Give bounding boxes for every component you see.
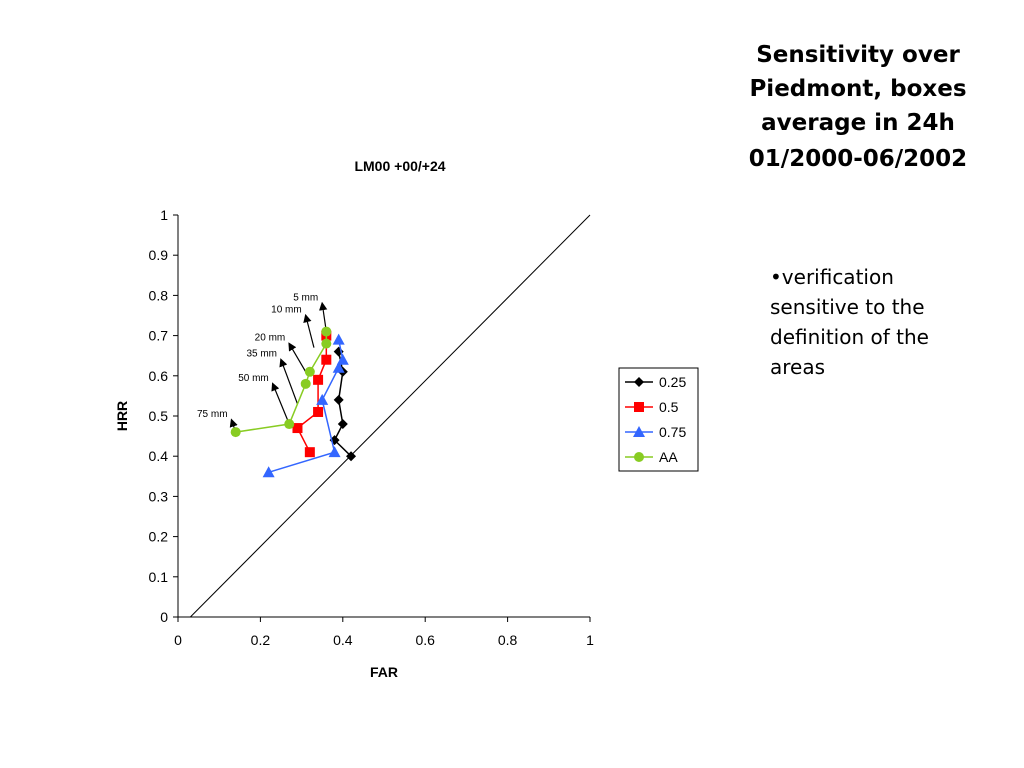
y-tick-label: 0.3 — [149, 488, 169, 504]
title-line-3: average in 24h — [761, 110, 955, 136]
data-point — [321, 338, 332, 349]
annotation-label: 75 mm — [197, 409, 228, 420]
annotation-arrow — [279, 358, 299, 405]
y-tick-label: 0.8 — [149, 287, 169, 303]
annotation-arrow — [271, 382, 290, 425]
legend-label: 0.75 — [659, 424, 686, 440]
data-point — [292, 423, 303, 434]
data-point — [284, 419, 295, 430]
data-point — [313, 406, 324, 417]
data-point — [230, 427, 241, 438]
annotation-arrow — [303, 313, 315, 348]
plot-area: 0 0.1 0.2 0.3 0.4 0.5 0.6 0.7 0.8 0.9 1 0 0.2 0.4 0.6 0… — [149, 207, 595, 648]
x-tick-label: 0 — [174, 632, 182, 648]
legend-marker — [634, 377, 644, 387]
annotation-label: 35 mm — [246, 349, 277, 360]
data-point — [262, 466, 275, 478]
reference-line — [190, 214, 591, 618]
x-tick-label: 0.8 — [498, 632, 518, 648]
data-point — [336, 353, 349, 365]
y-axis-label: HRR — [114, 401, 130, 431]
y-tick-label: 0.6 — [149, 368, 169, 384]
annotation-label: 50 mm — [238, 373, 269, 384]
y-tick-label: 0.2 — [149, 529, 169, 545]
y-tick-label: 0.7 — [149, 328, 169, 344]
legend: 0.25 0.5 0.75 AA — [618, 367, 699, 472]
annotation-label: 10 mm — [271, 305, 302, 316]
date-range: 01/2000-06/2002 — [748, 146, 968, 172]
y-tick-label: 0.9 — [149, 247, 169, 263]
data-point — [332, 333, 345, 345]
x-tick-label: 1 — [586, 632, 594, 648]
annotation-label: 20 mm — [255, 333, 286, 344]
title-line-1: Sensitivity over — [756, 42, 960, 68]
x-axis-label: FAR — [370, 664, 398, 680]
data-point — [321, 326, 332, 337]
data-point — [332, 361, 345, 373]
legend-box — [618, 367, 699, 472]
data-point — [321, 354, 332, 365]
data-point — [333, 394, 344, 405]
data-point — [337, 419, 348, 430]
x-tick-label: 0.2 — [251, 632, 271, 648]
data-point — [316, 393, 329, 405]
slide-title: Sensitivity over Piedmont, boxes average… — [720, 38, 996, 176]
y-tick-label: 0.5 — [149, 408, 169, 424]
legend-label: 0.5 — [659, 399, 679, 415]
x-tick-label: 0.6 — [415, 632, 435, 648]
data-point — [328, 446, 341, 458]
bullet-text: •verification sensitive to the definitio… — [770, 265, 929, 379]
y-tick-label: 1 — [160, 207, 168, 223]
legend-label: AA — [659, 449, 678, 465]
data-point — [304, 447, 315, 458]
y-tick-label: 0.1 — [149, 569, 169, 585]
legend-marker — [634, 402, 644, 412]
annotation-label: 5 mm — [293, 292, 318, 303]
title-line-2: Piedmont, boxes — [749, 76, 967, 102]
legend-marker — [634, 452, 644, 462]
data-point — [346, 451, 357, 462]
data-point — [313, 374, 324, 385]
chart-title: LM00 +00/+24 — [354, 158, 445, 174]
y-tick-label: 0.4 — [149, 448, 169, 464]
legend-label: 0.25 — [659, 374, 686, 390]
data-point — [304, 366, 315, 377]
y-tick-label: 0 — [160, 609, 168, 625]
data-point — [300, 378, 311, 389]
legend-marker — [633, 426, 645, 437]
x-tick-label: 0.4 — [333, 632, 353, 648]
annotation-arrow — [288, 342, 307, 373]
